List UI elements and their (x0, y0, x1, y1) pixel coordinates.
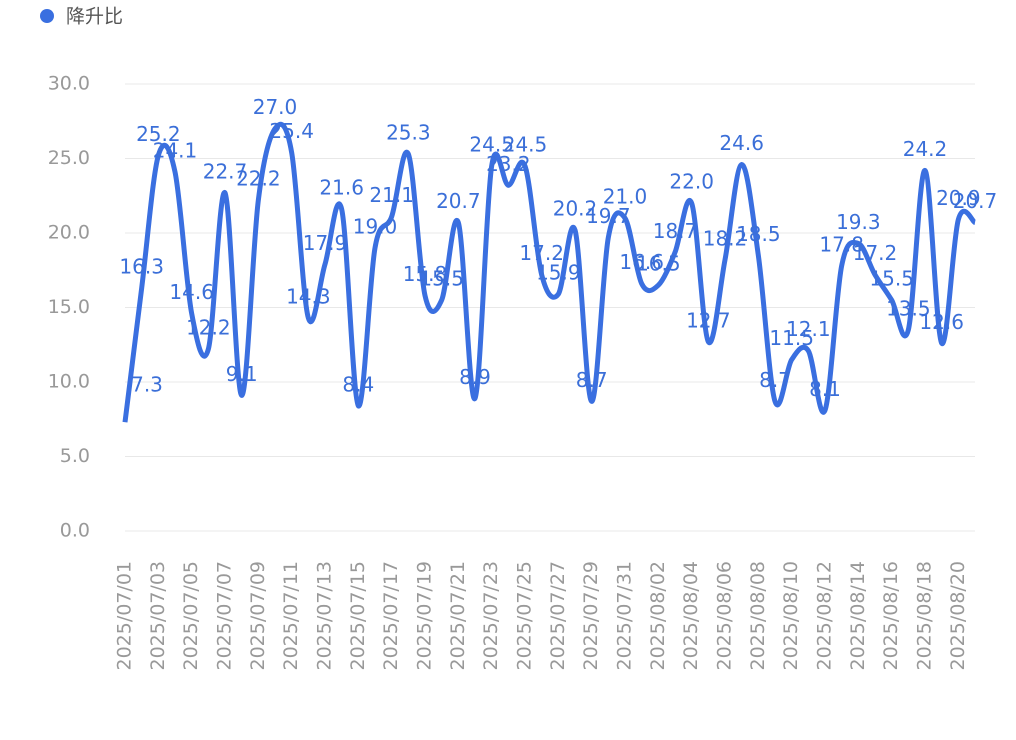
y-tick-label: 5.0 (60, 445, 90, 467)
data-label: 25.4 (269, 119, 314, 143)
data-label: 20.7 (436, 189, 481, 213)
x-tick-label: 2025/07/11 (280, 561, 302, 671)
x-tick-label: 2025/07/17 (380, 561, 402, 671)
data-label: 25.2 (136, 122, 181, 146)
data-label: 7.3 (131, 373, 163, 397)
y-tick-label: 0.0 (60, 520, 90, 542)
data-label: 19.7 (586, 204, 631, 228)
data-label: 14.3 (286, 284, 331, 308)
x-tick-label: 2025/07/19 (414, 561, 436, 671)
data-label: 21.1 (369, 183, 414, 207)
data-label: 8.7 (759, 368, 791, 392)
data-label: 25.3 (386, 121, 431, 145)
data-label: 15.8 (403, 262, 448, 286)
data-label: 12.7 (686, 308, 731, 332)
data-label: 24.5 (469, 132, 514, 156)
line (122, 121, 977, 423)
data-label: 8.7 (576, 368, 608, 392)
data-label: 16.3 (119, 255, 164, 279)
x-tick-label: 2025/07/25 (514, 561, 536, 671)
x-tick-label: 2025/07/03 (147, 561, 169, 671)
data-label: 21.0 (603, 185, 648, 209)
x-tick-label: 2025/07/13 (314, 561, 336, 671)
x-tick-label: 2025/08/02 (647, 561, 669, 671)
y-tick-label: 25.0 (48, 147, 90, 169)
data-label: 22.2 (236, 167, 281, 191)
data-label: 18.5 (736, 222, 781, 246)
x-tick-label: 2025/08/12 (814, 561, 836, 671)
x-tick-label: 2025/07/15 (347, 561, 369, 671)
y-tick-label: 30.0 (48, 73, 90, 95)
data-label: 21.6 (319, 176, 364, 200)
x-tick-label: 2025/08/16 (880, 561, 902, 671)
data-label: 24.5 (503, 132, 548, 156)
data-label: 24.2 (903, 137, 948, 161)
data-label: 14.6 (169, 280, 214, 304)
data-label: 17.2 (853, 241, 898, 265)
data-label: 9.1 (226, 362, 258, 386)
data-label: 22.0 (669, 170, 714, 194)
data-label: 20.7 (953, 189, 998, 213)
data-label: 20.2 (553, 197, 598, 221)
x-tick-label: 2025/07/09 (247, 561, 269, 671)
x-tick-label: 2025/07/31 (614, 561, 636, 671)
x-tick-label: 2025/08/18 (914, 561, 936, 671)
x-tick-label: 2025/08/06 (714, 561, 736, 671)
x-tick-label: 2025/07/21 (447, 561, 469, 671)
x-tick-label: 2025/08/10 (780, 561, 802, 671)
data-label: 27.0 (253, 95, 298, 119)
data-label: 16.5 (636, 252, 681, 276)
y-tick-label: 20.0 (48, 222, 90, 244)
data-label: 8.9 (459, 365, 491, 389)
x-tick-label: 2025/08/04 (680, 561, 702, 671)
x-tick-label: 2025/08/08 (747, 561, 769, 671)
data-label: 12.6 (919, 310, 964, 334)
data-label: 17.8 (819, 232, 864, 256)
data-label: 8.1 (809, 377, 841, 401)
y-tick-label: 15.0 (48, 296, 90, 318)
x-tick-label: 2025/07/07 (214, 561, 236, 671)
data-label: 19.0 (353, 214, 398, 238)
data-label: 17.9 (303, 231, 348, 255)
data-label: 15.9 (536, 261, 581, 285)
legend-marker (40, 9, 54, 23)
data-label: 12.2 (186, 316, 231, 340)
y-tick-label: 10.0 (48, 371, 90, 393)
data-label: 18.7 (653, 219, 698, 243)
x-tick-label: 2025/07/23 (480, 561, 502, 671)
data-label: 24.6 (719, 131, 764, 155)
legend-label: 降升比 (66, 6, 123, 28)
data-label: 18.2 (703, 226, 748, 250)
x-tick-label: 2025/08/14 (847, 561, 869, 671)
data-label: 8.4 (342, 372, 374, 396)
data-label: 15.5 (869, 267, 914, 291)
data-label: 22.7 (203, 159, 248, 183)
data-label: 24.1 (153, 138, 198, 162)
x-tick-label: 2025/08/20 (947, 561, 969, 671)
data-label: 20.9 (936, 186, 981, 210)
x-tick-label: 2025/07/05 (180, 561, 202, 671)
data-label: 16.6 (619, 250, 664, 274)
data-label: 19.3 (836, 210, 881, 234)
data-label: 23.2 (486, 152, 531, 176)
data-label: 17.2 (519, 241, 564, 265)
data-label: 12.1 (786, 317, 831, 341)
data-label: 11.5 (769, 326, 814, 350)
data-label: 15.5 (419, 267, 464, 291)
data-label: 13.5 (886, 296, 931, 320)
x-tick-label: 2025/07/01 (114, 561, 136, 671)
x-tick-label: 2025/07/27 (547, 561, 569, 671)
x-tick-label: 2025/07/29 (580, 561, 602, 671)
